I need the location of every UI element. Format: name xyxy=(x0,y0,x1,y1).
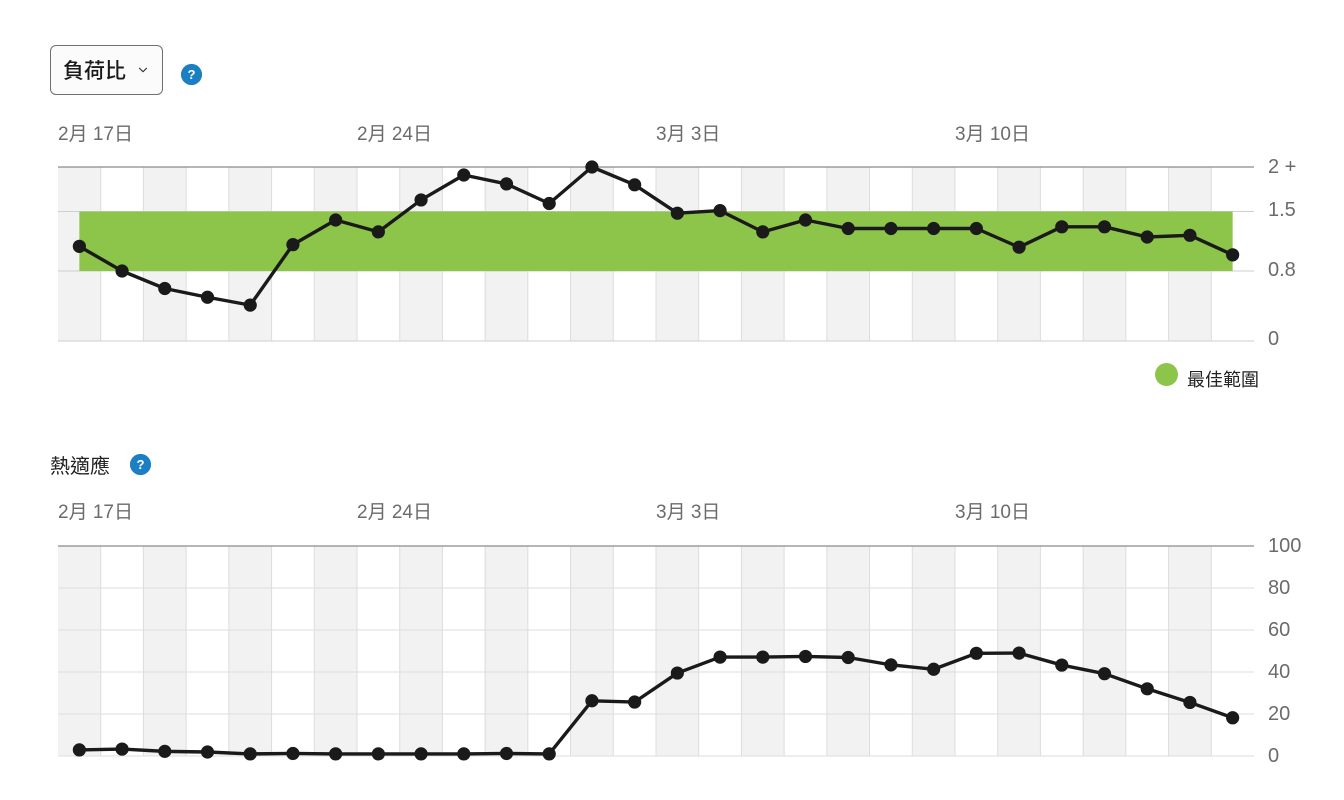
svg-text:?: ? xyxy=(136,457,144,472)
svg-text:?: ? xyxy=(187,67,195,82)
